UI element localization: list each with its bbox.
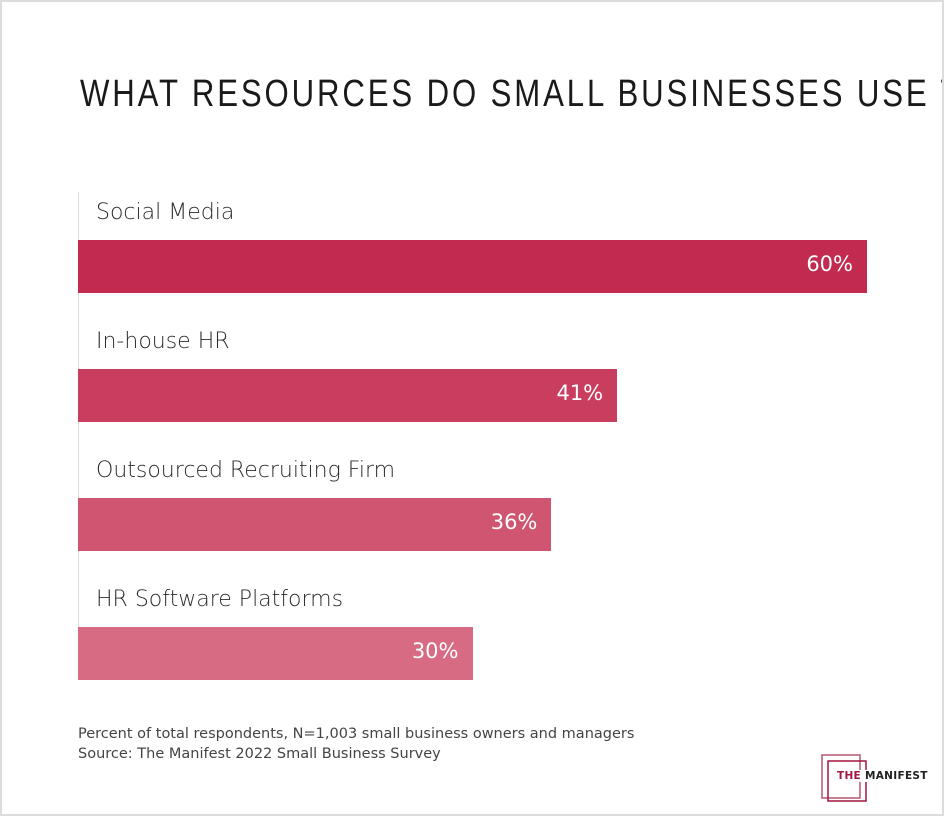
footnote-source: Source: The Manifest 2022 Small Business…	[78, 746, 441, 762]
value-label: 36%	[490, 510, 538, 534]
logo-manifest: MANIFEST	[865, 770, 928, 782]
value-label: 41%	[556, 381, 604, 405]
bar: 30%	[78, 627, 473, 680]
bar: 36%	[78, 498, 552, 551]
logo-the: THE	[837, 770, 862, 782]
category-label: In-house HR	[96, 329, 230, 354]
value-label: 60%	[806, 252, 853, 276]
category-label: Social Media	[96, 200, 235, 225]
value-label: 30%	[411, 639, 459, 663]
y-axis-line	[78, 192, 79, 680]
the-manifest-logo: THE MANIFEST	[820, 754, 930, 802]
footnotes: Percent of total respondents, N=1,003 sm…	[78, 724, 634, 764]
footnote-respondents: Percent of total respondents, N=1,003 sm…	[78, 726, 635, 742]
chart-title: WHAT RESOURCES DO SMALL BUSINESSES USE T…	[80, 73, 942, 115]
bar: 60%	[78, 240, 867, 293]
bar: 41%	[78, 369, 618, 422]
category-label: HR Software Platforms	[96, 587, 344, 612]
category-label: Outsourced Recruiting Firm	[96, 458, 396, 483]
